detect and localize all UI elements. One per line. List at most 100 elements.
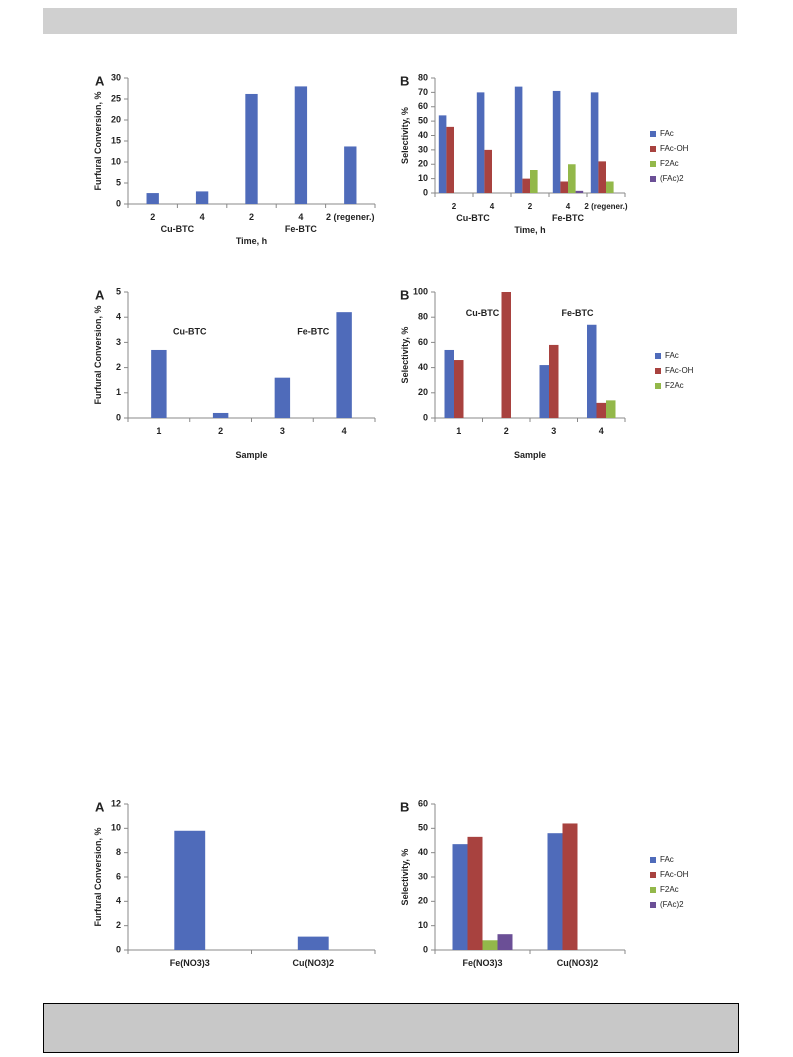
chart: B 0 10 20 30 40 50 60 70 80 Selectivity, % Time, h 2… (400, 72, 689, 235)
y-tick-label: 2 (116, 362, 121, 372)
x-axis-label: Time, h (236, 236, 267, 246)
y-tick-label: 40 (418, 130, 428, 140)
annotation: Cu-BTC (466, 308, 500, 318)
y-axis-label: Selectivity, % (400, 107, 410, 164)
bar (552, 90, 561, 193)
chart: A 0 1 2 3 4 5 Furfural Conversion, % Sample 1 2 3 4 C… (93, 286, 376, 460)
y-tick-label: 100 (413, 286, 428, 296)
y-tick-label: 40 (418, 362, 428, 372)
bar (438, 115, 447, 193)
y-tick-label: 5 (116, 177, 121, 187)
x-tick-label: 4 (599, 426, 604, 436)
annotation: Fe-BTC (562, 308, 594, 318)
x-tick-label: 2 (504, 426, 509, 436)
bar (454, 360, 464, 418)
legend-swatch (655, 383, 661, 389)
bar (539, 365, 549, 418)
legend-label: FAc-OH (660, 144, 689, 153)
y-tick-label: 20 (418, 387, 428, 397)
legend-swatch (650, 146, 656, 152)
bar (444, 349, 454, 418)
bar (587, 324, 597, 418)
chart: B 0 20 40 60 80 100 Selectivity, % Sample 1 2 3 4 Cu-… (400, 286, 694, 460)
y-tick-label: 4 (116, 896, 121, 906)
y-tick-label: 30 (418, 871, 428, 881)
y-tick-label: 60 (418, 337, 428, 347)
legend-label: FAc (660, 129, 674, 138)
y-tick-label: 8 (116, 847, 121, 857)
legend-label: F2Ac (660, 885, 679, 894)
x-tick-label: 1 (156, 426, 161, 436)
x-tick-label: 4 (200, 212, 205, 222)
chart: A 0 2 4 6 8 10 12 Furfural Conversion, % Fe(NO3)3… (93, 798, 376, 968)
y-tick-label: 0 (423, 944, 428, 954)
bar (452, 844, 468, 950)
legend-swatch (650, 887, 656, 893)
y-tick-label: 50 (418, 823, 428, 833)
y-axis-label: Selectivity, % (400, 849, 410, 906)
y-tick-label: 40 (418, 847, 428, 857)
panel-label: A (95, 799, 105, 814)
legend-label: FAc-OH (660, 870, 689, 879)
bar (344, 146, 357, 204)
y-tick-label: 2 (116, 920, 121, 930)
y-tick-label: 3 (116, 337, 121, 347)
y-tick-label: 10 (111, 823, 121, 833)
legend-swatch (650, 857, 656, 863)
legend-swatch (650, 161, 656, 167)
bar (151, 349, 167, 418)
y-tick-label: 70 (418, 87, 428, 97)
bar (598, 161, 606, 193)
panel-label: A (95, 73, 105, 88)
x-axis-label: Time, h (514, 225, 545, 235)
chart: B 0 10 20 30 40 50 60 Selectivity, % Fe(NO3)3 Cu(N… (400, 798, 689, 968)
legend-label: F2Ac (665, 381, 684, 390)
bar (497, 934, 513, 950)
x-tick-label: 4 (342, 426, 347, 436)
x-tick-label: Fe(NO3)3 (170, 958, 210, 968)
bar (146, 193, 159, 204)
y-tick-label: 20 (418, 159, 428, 169)
bar (467, 836, 483, 950)
x-tick-label: 2 (218, 426, 223, 436)
bar (562, 823, 578, 950)
y-axis-label: Furfural Conversion, % (93, 305, 103, 404)
x-tick-label: 2 (452, 202, 457, 211)
legend-label: (FAc)2 (660, 900, 684, 909)
x-tick-label: 2 (150, 212, 155, 222)
y-tick-label: 60 (418, 101, 428, 111)
bar (547, 833, 563, 950)
bar (274, 377, 291, 418)
y-tick-label: 4 (116, 312, 121, 322)
legend-label: FAc-OH (665, 366, 694, 375)
legend-swatch (650, 131, 656, 137)
legend-label: FAc (665, 351, 679, 360)
group-label: Cu-BTC (456, 213, 490, 223)
y-tick-label: 60 (418, 798, 428, 808)
legend-swatch (650, 872, 656, 878)
panel-label: B (400, 73, 409, 88)
y-tick-label: 25 (111, 93, 121, 103)
legend-label: (FAc)2 (660, 174, 684, 183)
bar (575, 190, 584, 193)
bar (336, 312, 352, 418)
annotation: Cu-BTC (173, 327, 207, 337)
bar (294, 86, 308, 204)
bar (560, 181, 568, 193)
y-tick-label: 6 (116, 871, 121, 881)
x-tick-label: 4 (566, 202, 571, 211)
panel-label: B (400, 799, 409, 814)
x-tick-label: 3 (280, 426, 285, 436)
group-label: Cu-BTC (161, 224, 195, 234)
bar (245, 93, 258, 204)
x-tick-label: 2 (528, 202, 533, 211)
x-tick-label: 2 (regener.) (584, 202, 627, 211)
legend-swatch (655, 368, 661, 374)
x-axis-label: Sample (235, 450, 267, 460)
y-tick-label: 10 (111, 156, 121, 166)
panel-label: A (95, 287, 105, 302)
legend-swatch (655, 353, 661, 359)
chart: A 0 5 10 15 20 25 30 Furfural Conversion, % Time,… (93, 72, 376, 246)
bar (606, 181, 614, 193)
